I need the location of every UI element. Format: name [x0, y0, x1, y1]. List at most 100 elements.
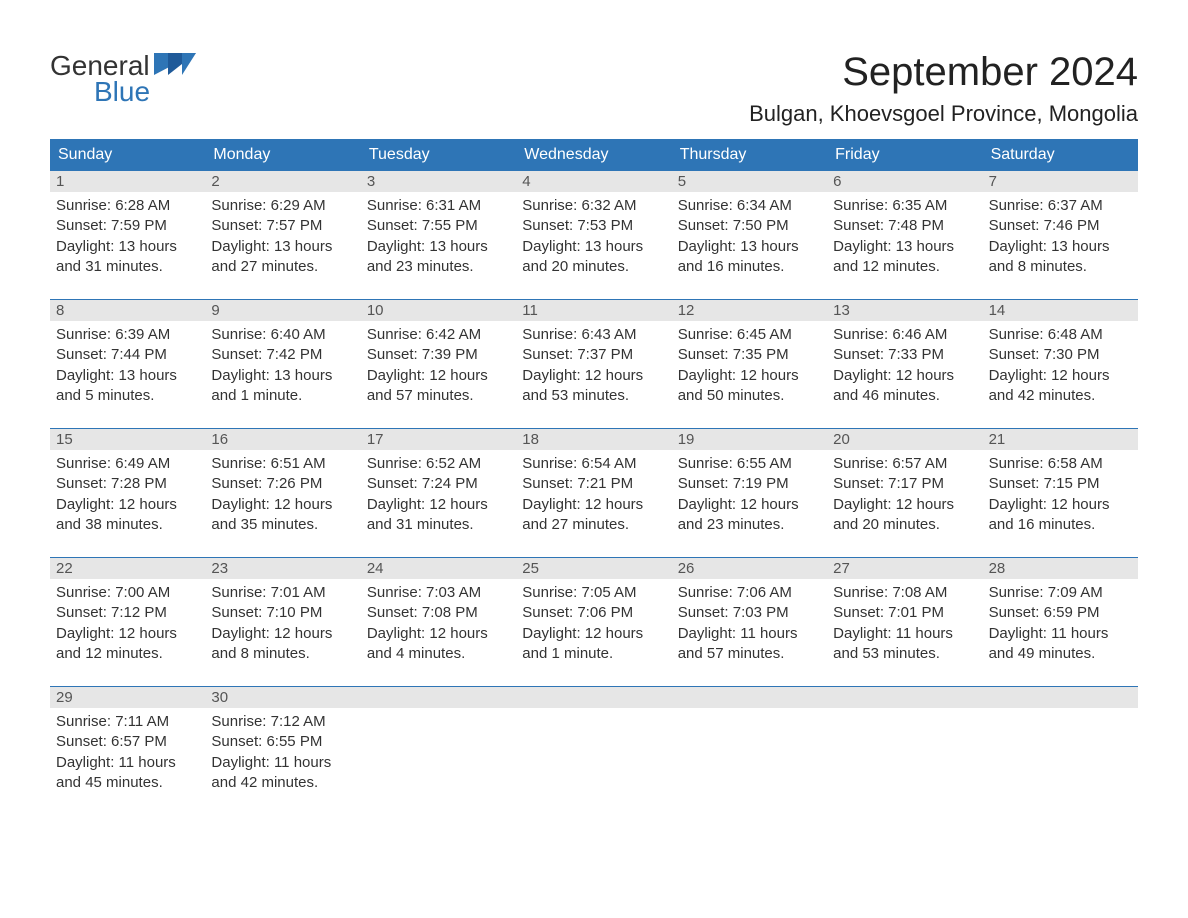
sunset-text: Sunset: 7:26 PM	[211, 474, 354, 494]
day-number: 4	[516, 170, 671, 192]
day-cell: Sunrise: 7:11 AMSunset: 6:57 PMDaylight:…	[50, 708, 205, 815]
sunrise-text: Sunrise: 6:48 AM	[989, 325, 1132, 345]
day-cell: Sunrise: 6:37 AMSunset: 7:46 PMDaylight:…	[983, 192, 1138, 299]
daylight-line2: and 42 minutes.	[211, 773, 354, 793]
sunrise-text: Sunrise: 7:03 AM	[367, 583, 510, 603]
daylight-line1: Daylight: 12 hours	[367, 366, 510, 386]
day-cell: Sunrise: 6:34 AMSunset: 7:50 PMDaylight:…	[672, 192, 827, 299]
page-header: General Blue September 2024 Bulgan, Khoe…	[50, 50, 1138, 139]
daylight-line1: Daylight: 12 hours	[522, 624, 665, 644]
day-cell: Sunrise: 6:45 AMSunset: 7:35 PMDaylight:…	[672, 321, 827, 428]
day-number: 19	[672, 428, 827, 450]
day-cell: Sunrise: 6:57 AMSunset: 7:17 PMDaylight:…	[827, 450, 982, 557]
daylight-line2: and 5 minutes.	[56, 386, 199, 406]
sunset-text: Sunset: 7:44 PM	[56, 345, 199, 365]
daylight-line2: and 12 minutes.	[56, 644, 199, 664]
daylight-line1: Daylight: 11 hours	[211, 753, 354, 773]
sunrise-text: Sunrise: 6:28 AM	[56, 196, 199, 216]
sunrise-text: Sunrise: 6:51 AM	[211, 454, 354, 474]
day-number: 5	[672, 170, 827, 192]
sunset-text: Sunset: 7:46 PM	[989, 216, 1132, 236]
daylight-line1: Daylight: 13 hours	[56, 366, 199, 386]
sunset-text: Sunset: 7:12 PM	[56, 603, 199, 623]
sunrise-text: Sunrise: 6:31 AM	[367, 196, 510, 216]
sunrise-text: Sunrise: 7:00 AM	[56, 583, 199, 603]
day-number: 11	[516, 299, 671, 321]
daylight-line1: Daylight: 13 hours	[833, 237, 976, 257]
day-cell: Sunrise: 6:54 AMSunset: 7:21 PMDaylight:…	[516, 450, 671, 557]
sunrise-text: Sunrise: 6:32 AM	[522, 196, 665, 216]
sunrise-text: Sunrise: 6:43 AM	[522, 325, 665, 345]
day-number	[516, 686, 671, 708]
day-number: 25	[516, 557, 671, 579]
day-cell: Sunrise: 6:29 AMSunset: 7:57 PMDaylight:…	[205, 192, 360, 299]
sunrise-text: Sunrise: 6:58 AM	[989, 454, 1132, 474]
sunrise-text: Sunrise: 6:42 AM	[367, 325, 510, 345]
dow-header: Wednesday	[516, 140, 671, 170]
sunrise-text: Sunrise: 6:57 AM	[833, 454, 976, 474]
day-cell: Sunrise: 7:12 AMSunset: 6:55 PMDaylight:…	[205, 708, 360, 815]
day-cell	[983, 708, 1138, 815]
sunrise-text: Sunrise: 6:49 AM	[56, 454, 199, 474]
sunset-text: Sunset: 7:01 PM	[833, 603, 976, 623]
daylight-line1: Daylight: 12 hours	[367, 624, 510, 644]
sunset-text: Sunset: 7:35 PM	[678, 345, 821, 365]
day-number: 10	[361, 299, 516, 321]
sunrise-text: Sunrise: 6:39 AM	[56, 325, 199, 345]
dow-header: Monday	[205, 140, 360, 170]
daylight-line1: Daylight: 12 hours	[522, 366, 665, 386]
daylight-line1: Daylight: 11 hours	[56, 753, 199, 773]
sunset-text: Sunset: 7:42 PM	[211, 345, 354, 365]
day-cell: Sunrise: 6:39 AMSunset: 7:44 PMDaylight:…	[50, 321, 205, 428]
daylight-line2: and 45 minutes.	[56, 773, 199, 793]
day-cell: Sunrise: 6:31 AMSunset: 7:55 PMDaylight:…	[361, 192, 516, 299]
day-cell: Sunrise: 6:35 AMSunset: 7:48 PMDaylight:…	[827, 192, 982, 299]
sunset-text: Sunset: 7:30 PM	[989, 345, 1132, 365]
daylight-line2: and 57 minutes.	[678, 644, 821, 664]
day-number: 18	[516, 428, 671, 450]
sunrise-text: Sunrise: 7:08 AM	[833, 583, 976, 603]
sunrise-text: Sunrise: 6:40 AM	[211, 325, 354, 345]
daylight-line1: Daylight: 12 hours	[211, 624, 354, 644]
daylight-line2: and 23 minutes.	[367, 257, 510, 277]
day-number: 21	[983, 428, 1138, 450]
daylight-line2: and 46 minutes.	[833, 386, 976, 406]
day-cell: Sunrise: 7:01 AMSunset: 7:10 PMDaylight:…	[205, 579, 360, 686]
day-cell	[361, 708, 516, 815]
daylight-line1: Daylight: 12 hours	[989, 366, 1132, 386]
day-cell: Sunrise: 6:49 AMSunset: 7:28 PMDaylight:…	[50, 450, 205, 557]
day-cell: Sunrise: 6:46 AMSunset: 7:33 PMDaylight:…	[827, 321, 982, 428]
day-number: 2	[205, 170, 360, 192]
day-cell: Sunrise: 6:40 AMSunset: 7:42 PMDaylight:…	[205, 321, 360, 428]
day-number: 27	[827, 557, 982, 579]
daylight-line2: and 20 minutes.	[833, 515, 976, 535]
sunrise-text: Sunrise: 7:11 AM	[56, 712, 199, 732]
sunset-text: Sunset: 7:15 PM	[989, 474, 1132, 494]
daylight-line1: Daylight: 12 hours	[678, 495, 821, 515]
sunset-text: Sunset: 7:37 PM	[522, 345, 665, 365]
day-number: 23	[205, 557, 360, 579]
day-cell: Sunrise: 7:03 AMSunset: 7:08 PMDaylight:…	[361, 579, 516, 686]
daylight-line2: and 31 minutes.	[56, 257, 199, 277]
daylight-line1: Daylight: 13 hours	[522, 237, 665, 257]
day-cell: Sunrise: 6:28 AMSunset: 7:59 PMDaylight:…	[50, 192, 205, 299]
sunset-text: Sunset: 7:03 PM	[678, 603, 821, 623]
daylight-line1: Daylight: 12 hours	[833, 366, 976, 386]
sunset-text: Sunset: 7:59 PM	[56, 216, 199, 236]
day-number: 12	[672, 299, 827, 321]
sunset-text: Sunset: 7:28 PM	[56, 474, 199, 494]
sunrise-text: Sunrise: 6:46 AM	[833, 325, 976, 345]
sunrise-text: Sunrise: 6:52 AM	[367, 454, 510, 474]
daylight-line2: and 1 minute.	[211, 386, 354, 406]
daylight-line1: Daylight: 13 hours	[211, 237, 354, 257]
daylight-line2: and 12 minutes.	[833, 257, 976, 277]
day-cell: Sunrise: 6:48 AMSunset: 7:30 PMDaylight:…	[983, 321, 1138, 428]
daylight-line2: and 23 minutes.	[678, 515, 821, 535]
day-number: 13	[827, 299, 982, 321]
daylight-line2: and 31 minutes.	[367, 515, 510, 535]
day-number	[827, 686, 982, 708]
day-number: 9	[205, 299, 360, 321]
sunset-text: Sunset: 6:59 PM	[989, 603, 1132, 623]
day-number: 26	[672, 557, 827, 579]
day-cell: Sunrise: 6:51 AMSunset: 7:26 PMDaylight:…	[205, 450, 360, 557]
